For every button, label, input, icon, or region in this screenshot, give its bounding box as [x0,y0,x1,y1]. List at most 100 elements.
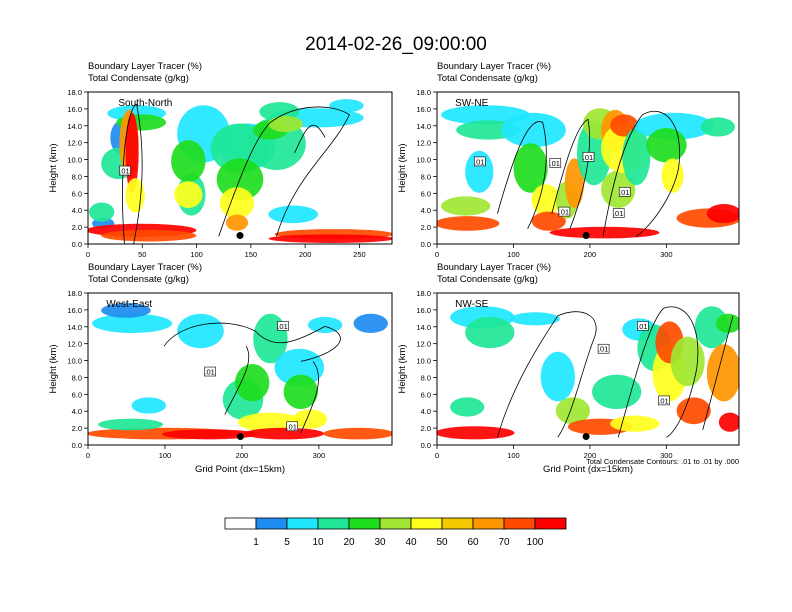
tracer-shading [700,117,735,137]
y-tick-label: 10.0 [416,357,431,366]
tracer-shading [323,427,392,440]
colorbar-swatch [410,517,443,530]
x-tick-label: 200 [236,451,249,460]
tracer-shading [718,412,739,432]
y-tick-label: 8.0 [421,373,431,382]
region-label: SW-NE [455,98,488,109]
tracer-shading [177,313,224,349]
y-tick-label: 8.0 [72,373,82,382]
tracer-shading [437,426,515,440]
panel-3: Boundary Layer Tracer (%)Total Condensat… [48,262,393,475]
condensate-contour [551,118,590,229]
location-marker [582,433,590,441]
colorbar: 1 5 10 20 30 40 50 60 70 100 [224,517,567,548]
contour-label-box [119,165,131,176]
y-tick-label: 6.0 [72,390,82,399]
panel-2: Boundary Layer Tracer (%)Total Condensat… [397,61,740,259]
tracer-shading [441,105,530,125]
plot-frame [436,292,740,446]
tracer-shading [592,374,642,409]
condensate-contour [224,345,250,415]
contour-label: .01 [619,188,629,197]
tracer-field: .01 .01 .01 [437,306,739,441]
y-tick-label: 4.0 [421,407,431,416]
tracer-shading [101,303,151,318]
tracer-shading [513,143,548,193]
condensate-contour [617,306,699,438]
colorbar-label: 5 [284,537,290,548]
colorbar-swatch [224,517,257,530]
panel-title-line1: Boundary Layer Tracer (%) [88,262,202,273]
x-tick-label: 300 [660,451,673,460]
y-tick-label: 12.0 [416,139,431,148]
tracer-shading [715,313,739,333]
x-tick-label: 250 [353,250,366,259]
y-tick-label: 0.0 [421,240,431,249]
colorbar-swatch [286,517,319,530]
contour-label-box [286,421,298,432]
y-tick-label: 18.0 [67,289,82,298]
y-tick-label: 18.0 [416,88,431,97]
tracer-shading [510,312,560,326]
x-tick-label: 150 [245,250,258,259]
tracer-shading [555,397,591,425]
contour-label: .01 [559,208,569,217]
colorbar-label: 10 [312,537,324,548]
colorbar-label: 20 [343,537,355,548]
panel-title-line1: Boundary Layer Tracer (%) [437,262,551,273]
plot-frame [87,91,393,245]
contour-label: .01 [583,153,593,162]
tracer-shading [646,128,687,163]
colorbar-label: 1 [253,537,259,548]
condensate-contour [602,110,681,237]
tracer-shading [531,211,566,231]
tracer-shading [131,397,166,414]
tracer-shading [610,415,660,432]
tracer-shading [244,427,325,440]
y-tick-label: 0.0 [72,441,82,450]
tracer-shading [450,397,485,417]
panel-4: Boundary Layer Tracer (%)Total Condensat… [397,262,740,475]
x-tick-label: 300 [660,250,673,259]
y-tick-label: 4.0 [421,206,431,215]
y-tick-label: 16.0 [67,105,82,114]
tracer-shading [670,336,705,387]
y-tick-label: 16.0 [67,306,82,315]
y-tick-label: 14.0 [67,323,82,332]
x-tick-label: 50 [138,250,146,259]
x-axis-label: Grid Point (dx=15km) [195,464,285,475]
condensate-contour [497,311,597,438]
tracer-field: .01 .01 .01 [88,303,392,441]
tracer-shading [465,150,494,193]
condensate-contour [497,121,547,229]
tracer-shading [171,140,206,183]
tracer-shading [268,115,303,132]
tracer-shading [540,351,575,402]
y-tick-label: 12.0 [67,139,82,148]
colorbar-label: 40 [405,537,417,548]
contour-label-box [277,321,289,331]
tracer-shading [531,184,560,216]
colorbar-swatch [441,517,474,530]
panel-title-line2: Total Condensate (g/kg) [88,73,189,84]
contour-label-box [612,208,625,218]
y-tick-label: 14.0 [67,122,82,131]
tracer-shading [219,187,255,219]
tracer-shading [274,348,325,387]
y-tick-label: 4.0 [72,206,82,215]
y-tick-label: 2.0 [421,223,431,232]
x-tick-label: 0 [435,451,439,460]
contour-label-box [558,206,571,217]
tracer-shading [89,202,115,222]
colorbar-label: 30 [374,537,386,548]
tracer-shading [283,374,318,409]
y-axis-label: Height (km) [48,143,59,192]
tracer-shading [706,204,739,224]
y-tick-label: 16.0 [416,306,431,315]
tracer-shading [101,229,197,242]
contour-label-box [582,152,595,162]
x-tick-label: 0 [435,250,439,259]
contour-label: .01 [119,167,129,176]
x-tick-label: 200 [299,250,312,259]
colorbar-swatch [534,517,567,530]
